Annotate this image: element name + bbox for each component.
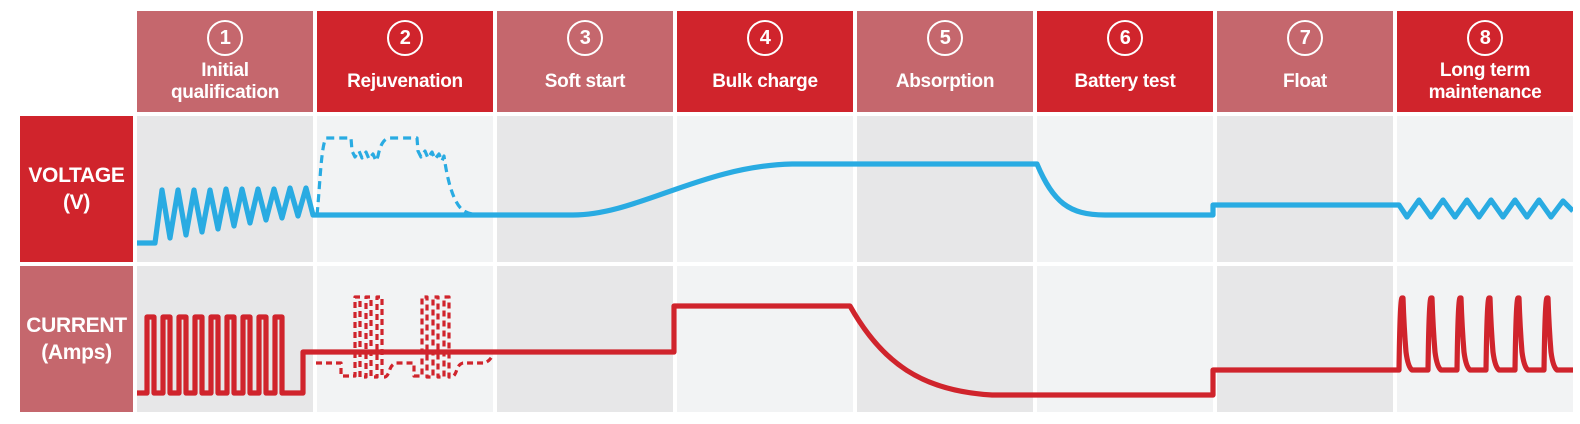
- stage-label: Float: [1283, 70, 1327, 92]
- stage-number-badge: 6: [1107, 20, 1143, 56]
- stage-number-badge: 7: [1287, 20, 1323, 56]
- current-column-bg-2: [317, 266, 493, 412]
- stage-header-5: 5 Absorption: [857, 11, 1033, 112]
- stage-number-badge: 8: [1467, 20, 1503, 56]
- voltage-column-bg-5: [857, 116, 1033, 262]
- stage-number: 5: [939, 26, 951, 49]
- current-column-bg-4: [677, 266, 853, 412]
- current-waveform-svg: [137, 295, 1573, 398]
- stage-number-badge: 1: [207, 20, 243, 56]
- voltage-column-bg-8: [1397, 116, 1573, 262]
- voltage-column-bg-2: [317, 116, 493, 262]
- voltage-row-label-line1: VOLTAGE: [28, 163, 125, 187]
- stage-label: Rejuvenation: [347, 70, 463, 92]
- voltage-column-bg-3: [497, 116, 673, 262]
- stage-number: 3: [579, 26, 591, 49]
- voltage-solid-wave: [137, 161, 1573, 246]
- current-row-label-line1: CURRENT: [26, 313, 127, 337]
- current-dashed-wave: [316, 295, 495, 379]
- stage-number: 6: [1119, 26, 1131, 49]
- stage-header-2: 2 Rejuvenation: [317, 11, 493, 112]
- stage-number: 1: [219, 26, 231, 49]
- stage-label: Soft start: [544, 70, 626, 92]
- stage-label: Bulk charge: [712, 70, 818, 92]
- stage-number: 7: [1299, 26, 1311, 49]
- current-row-label-line2: (Amps): [41, 341, 112, 364]
- stage-header-7: 7 Float: [1217, 11, 1393, 112]
- stage-header-3: 3 Soft start: [497, 11, 673, 112]
- current-column-bg-6: [1037, 266, 1213, 412]
- stage-number: 4: [759, 26, 771, 49]
- voltage-column-bg-4: [677, 116, 853, 262]
- current-plot-row: [137, 266, 1573, 412]
- stage-number-badge: 5: [927, 20, 963, 56]
- stage-number-badge: 2: [387, 20, 423, 56]
- stage-label: Battery test: [1074, 70, 1176, 92]
- voltage-row-label: VOLTAGE (V): [20, 116, 133, 262]
- stage-label: Initial qualification: [171, 60, 279, 103]
- stage-header-4: 4 Bulk charge: [677, 11, 853, 112]
- current-row-label: CURRENT (Amps): [20, 266, 133, 412]
- stage-label: Long term maintenance: [1428, 60, 1542, 103]
- stage-label: Absorption: [895, 70, 995, 92]
- voltage-plot-row: [137, 116, 1573, 262]
- stage-number-badge: 3: [567, 20, 603, 56]
- stage-header-8: 8 Long term maintenance: [1397, 11, 1573, 112]
- current-column-bg-7: [1217, 266, 1393, 412]
- voltage-row-label-line2: (V): [62, 191, 91, 214]
- stage-number-badge: 4: [747, 20, 783, 56]
- current-solid-wave: [137, 295, 1573, 398]
- stage-header-1: 1 Initial qualification: [137, 11, 313, 112]
- stage-number: 2: [399, 26, 411, 49]
- voltage-waveform-svg: [137, 136, 1573, 246]
- voltage-dashed-wave: [315, 136, 490, 217]
- current-column-bg-3: [497, 266, 673, 412]
- stage-number: 8: [1479, 26, 1491, 49]
- stage-header-6: 6 Battery test: [1037, 11, 1213, 112]
- voltage-column-bg-7: [1217, 116, 1393, 262]
- voltage-column-bg-6: [1037, 116, 1213, 262]
